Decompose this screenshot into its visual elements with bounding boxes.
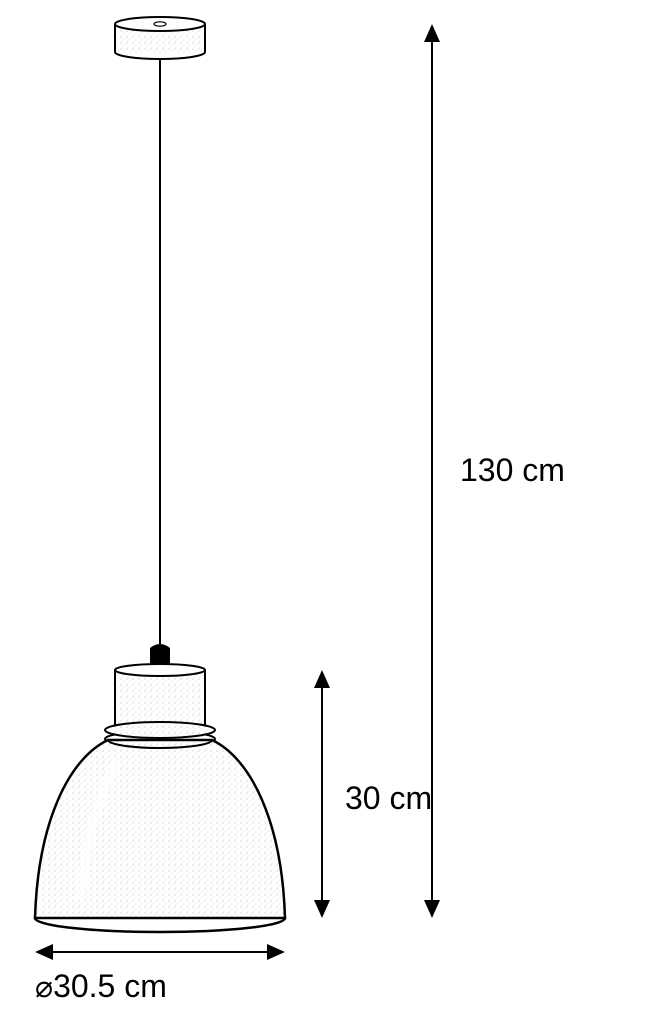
lamp-shade <box>35 740 285 932</box>
diameter-symbol: ⌀ <box>35 971 53 1004</box>
dim-shade-height <box>314 670 330 918</box>
label-shade-height: 30 cm <box>345 780 432 817</box>
dim-diameter <box>35 944 285 960</box>
label-diameter: ⌀30.5 cm <box>35 968 167 1005</box>
ceiling-canopy <box>115 17 205 59</box>
label-total-height: 130 cm <box>460 452 565 489</box>
lamp-drawing <box>0 0 648 1020</box>
diagram-canvas: 130 cm 30 cm ⌀30.5 cm <box>0 0 648 1020</box>
diameter-value: 30.5 cm <box>53 968 167 1004</box>
